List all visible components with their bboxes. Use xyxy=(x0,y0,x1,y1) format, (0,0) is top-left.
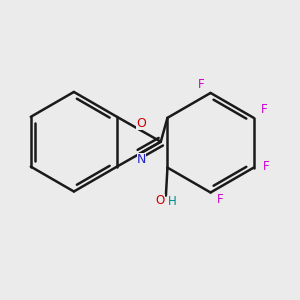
Text: F: F xyxy=(263,160,269,172)
Text: F: F xyxy=(218,193,224,206)
Text: F: F xyxy=(260,103,267,116)
Text: F: F xyxy=(198,78,205,91)
Text: H: H xyxy=(168,195,176,208)
Text: N: N xyxy=(136,153,146,167)
Text: O: O xyxy=(156,194,165,207)
Text: O: O xyxy=(136,117,146,130)
